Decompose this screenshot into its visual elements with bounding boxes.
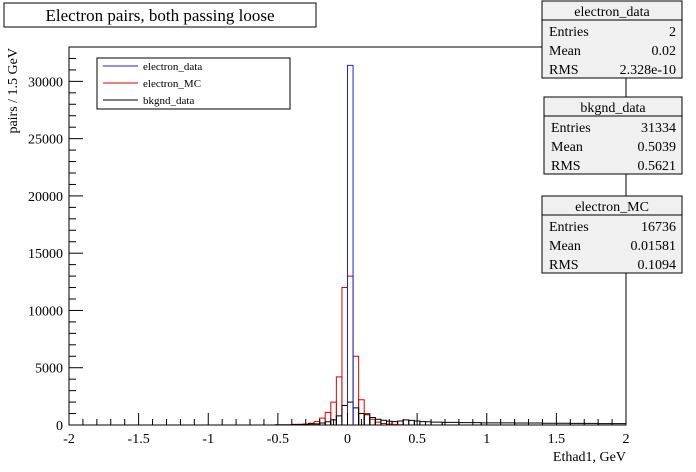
bin-bkgnd-data	[369, 417, 376, 425]
bin-electron-mc	[335, 376, 343, 425]
bin-bkgnd-data	[347, 401, 354, 425]
stats-label-entries: Entries	[549, 25, 589, 40]
stats-label-mean: Mean	[549, 239, 581, 254]
x-tick-label: -1.5	[128, 432, 150, 447]
bin-electron-mc	[347, 275, 354, 425]
stats-value-entries: 2	[669, 25, 676, 40]
stats-value-rms: 0.1094	[638, 258, 677, 273]
stats-label-entries: Entries	[551, 121, 591, 136]
y-tick-label: 25000	[28, 133, 63, 148]
legend-label-electron-data: electron_data	[143, 61, 202, 73]
x-tick-label: 0.5	[408, 432, 426, 447]
y-tick-label: 15000	[28, 247, 63, 262]
stats-box-electron-mc: electron_MC Entries 16736 Mean 0.01581 R…	[541, 195, 683, 274]
bin-bkgnd-data	[380, 419, 387, 425]
legend-label-bkgnd-data: bkgnd_data	[143, 95, 194, 107]
x-axis-label: Ethad1, GeV	[553, 450, 626, 465]
stats-value-mean: 0.01581	[631, 239, 677, 254]
axis-layer: -2 -1.5 -1 -0.5 0 0.5 1 1.5 2 0 5000 10000 15000 2000…	[28, 46, 630, 447]
bin-bkgnd-data	[335, 415, 343, 425]
x-tick-label: 0	[344, 432, 351, 447]
stats-label-rms: RMS	[551, 159, 581, 174]
bin-bkgnd-data	[408, 419, 415, 425]
bin-electron-mc	[319, 417, 326, 425]
x-tick-label: -2	[63, 432, 75, 447]
stats-label-mean: Mean	[549, 44, 581, 59]
stats-box-bkgnd-data: bkgnd_data Entries 31334 Mean 0.5039 RMS…	[543, 96, 683, 175]
bin-electron-mc	[313, 421, 321, 425]
stats-value-mean: 0.02	[652, 44, 677, 59]
stats-value-mean: 0.5039	[638, 140, 677, 155]
bin-electron-mc	[369, 418, 376, 425]
legend-label-electron-mc: electron_MC	[143, 78, 201, 90]
y-tick-label: 30000	[28, 75, 63, 90]
bin-bkgnd-data	[402, 419, 410, 425]
stats-label-entries: Entries	[549, 220, 589, 235]
stats-value-entries: 31334	[641, 121, 676, 136]
bin-electron-mc	[324, 411, 332, 425]
bin-electron-mc	[341, 287, 348, 425]
bin-electron-mc	[363, 413, 371, 425]
bin-electron-mc	[391, 423, 399, 425]
series-bkgnd-data	[274, 401, 627, 426]
stats-value-rms: 2.328e-10	[620, 63, 676, 78]
stats-label-mean: Mean	[551, 140, 583, 155]
chart-title: Electron pairs, both passing loose	[46, 6, 275, 25]
bin-electron-mc	[352, 355, 360, 425]
y-tick-label: 20000	[28, 190, 63, 205]
stats-label-rms: RMS	[549, 258, 579, 273]
series-electron-data	[347, 64, 354, 425]
stats-label-rms: RMS	[549, 63, 579, 78]
bin-electron-data	[347, 64, 354, 425]
bin-bkgnd-data	[352, 407, 360, 425]
stats-title: electron_MC	[575, 200, 649, 215]
stats-value-rms: 0.5621	[638, 159, 677, 174]
stats-value-entries: 16736	[641, 220, 676, 235]
bin-bkgnd-data	[341, 405, 348, 425]
stats-box-electron-data: electron_data Entries 2 Mean 0.02 RMS 2.…	[541, 0, 683, 79]
legend: electron_data electron_MC bkgnd_data	[96, 57, 291, 110]
bin-bkgnd-data	[363, 414, 371, 425]
y-tick-label: 5000	[35, 362, 63, 377]
x-tick-label: 2	[623, 432, 630, 447]
bin-bkgnd-data	[419, 421, 426, 425]
x-tick-label: 1	[483, 432, 490, 447]
stats-title: bkgnd_data	[580, 101, 646, 116]
y-tick-label: 10000	[28, 304, 63, 319]
chart-title-box: Electron pairs, both passing loose	[3, 2, 317, 28]
stats-title: electron_data	[574, 5, 650, 20]
y-tick-label: 0	[56, 419, 63, 434]
x-tick-label: -1	[202, 432, 214, 447]
x-tick-label: 1.5	[548, 432, 566, 447]
x-tick-label: -0.5	[267, 432, 289, 447]
y-axis-label: pairs / 1.5 GeV	[6, 48, 21, 134]
